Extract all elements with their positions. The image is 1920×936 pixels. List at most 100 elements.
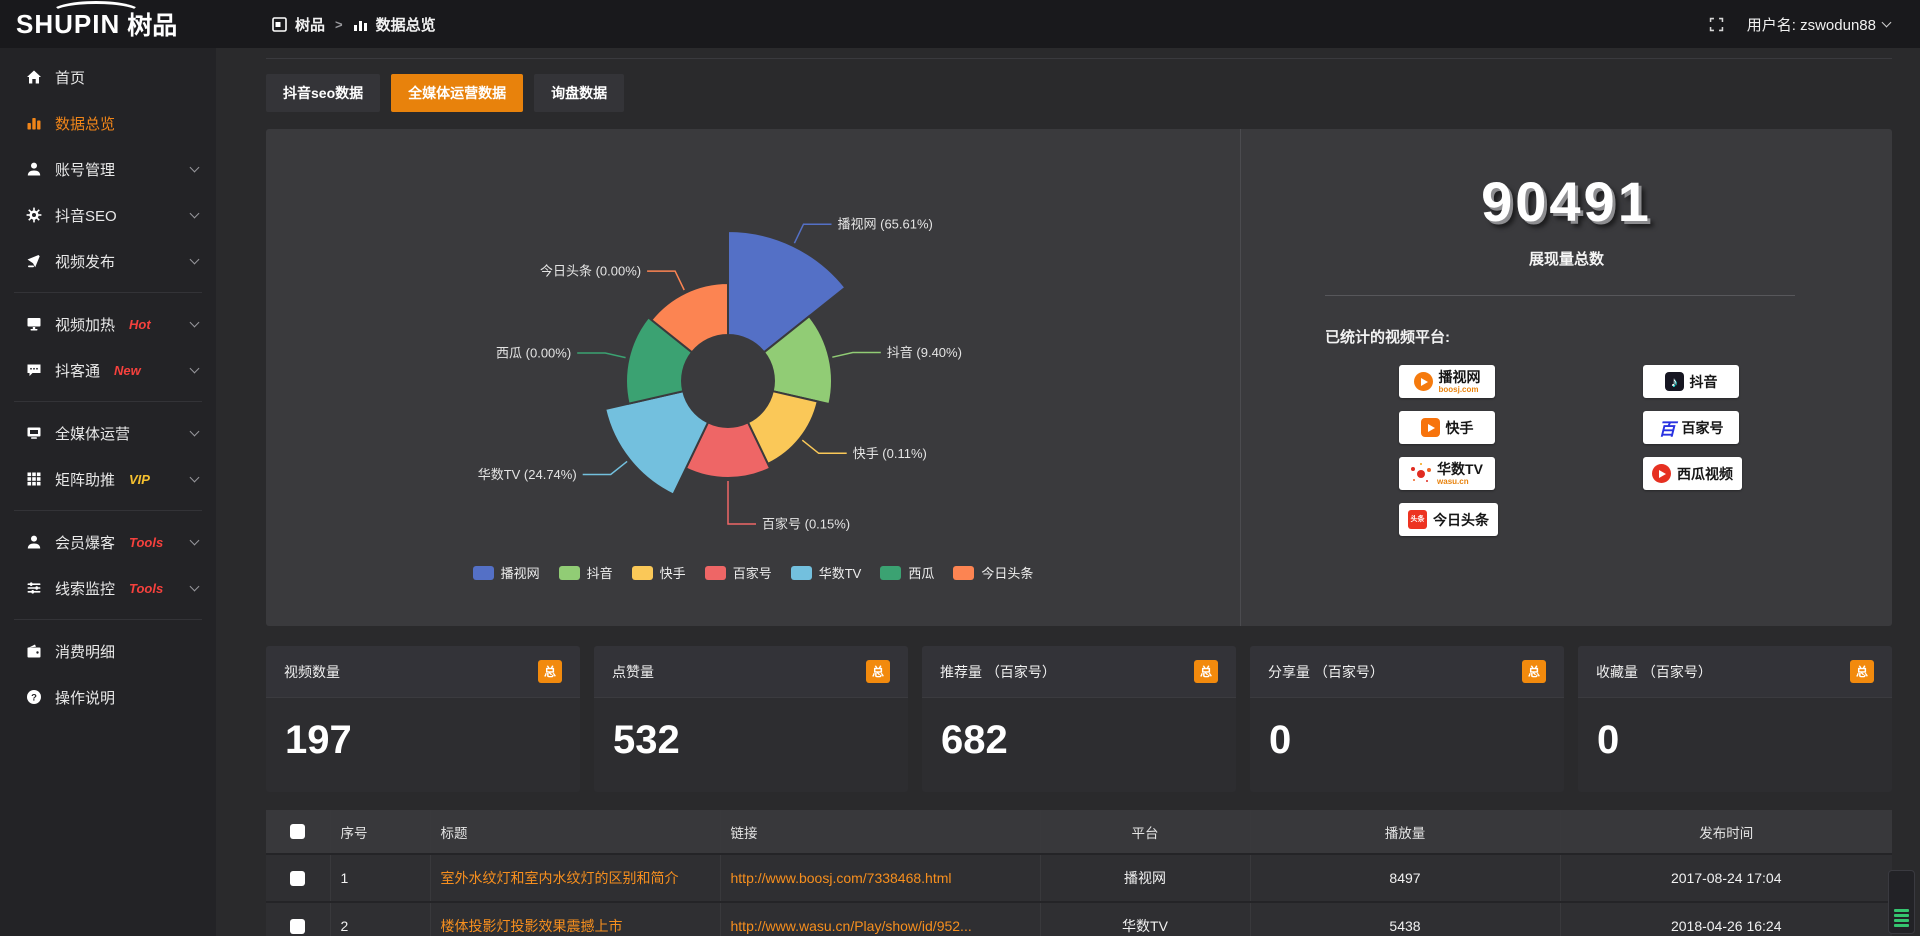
sidebar-item-label: 抖音SEO — [55, 207, 117, 225]
green-bar-icon — [1894, 909, 1909, 912]
pie-label: 华数TV (24.74%) — [478, 467, 577, 482]
screen-icon — [25, 316, 42, 333]
stat-card-title: 收藏量 （百家号） — [1596, 663, 1712, 680]
total-badge[interactable]: 总 — [1521, 660, 1546, 683]
cell-index: 2 — [330, 902, 431, 936]
video-title-link[interactable]: 室外水纹灯和室内水纹灯的区别和简介 — [440, 870, 679, 886]
video-title-link[interactable]: 楼体投影灯投影效果震撼上市 — [440, 918, 623, 934]
legend-swatch — [631, 565, 653, 580]
sidebar-item-label: 线索监控 — [55, 580, 116, 598]
legend-item[interactable]: 抖音 — [558, 563, 613, 582]
sidebar-item-data-overview[interactable]: 数据总览 — [0, 100, 216, 146]
sidebar-item-account-management[interactable]: 账号管理 — [0, 146, 216, 192]
monitor-icon — [25, 425, 42, 442]
sidebar-item-doketong[interactable]: 抖客通 New — [0, 347, 216, 393]
platform-name: 华数TV — [1437, 460, 1483, 477]
header-divider — [266, 58, 1892, 59]
sidebar-item-douyin-seo[interactable]: 抖音SEO — [0, 192, 216, 238]
sidebar-item-label: 会员爆客 — [55, 534, 116, 552]
legend-item[interactable]: 西瓜 — [880, 563, 934, 582]
select-all-checkbox[interactable] — [290, 824, 306, 840]
videos-table: 序号 标题 链接 平台 播放量 发布时间 1 室外水纹灯和室内水纹灯的区别和简介… — [266, 810, 1892, 936]
total-badge[interactable]: 总 — [865, 660, 890, 683]
sidebar-item-video-publish[interactable]: 视频发布 — [0, 238, 216, 284]
pie-slice-抖音[interactable] — [762, 314, 833, 406]
breadcrumb: 树品 > 数据总览 — [272, 14, 436, 35]
video-url-link[interactable]: http://www.wasu.cn/Play/show/id/952... — [730, 918, 972, 934]
stat-card-title: 点赞量 — [612, 663, 654, 680]
stat-card-recommendations: 推荐量 （百家号） 总 682 — [922, 646, 1236, 792]
legend-item[interactable]: 百家号 — [704, 563, 772, 582]
sidebar-divider — [14, 619, 202, 620]
platform-subtext: boosj.com — [1438, 384, 1479, 394]
sidebar-item-video-heat[interactable]: 视频加热 Hot — [0, 301, 216, 347]
total-badge[interactable]: 总 — [1193, 660, 1218, 683]
summary-divider — [1325, 295, 1795, 296]
fullscreen-icon[interactable] — [1708, 16, 1725, 33]
breadcrumb-root[interactable]: 树品 — [295, 16, 326, 34]
legend-label: 华数TV — [818, 566, 862, 581]
hot-badge: Hot — [129, 316, 151, 332]
sidebar-item-matrix-boost[interactable]: 矩阵助推 VIP — [0, 456, 216, 502]
sidebar-divider — [14, 292, 202, 293]
breadcrumb-current[interactable]: 数据总览 — [375, 16, 436, 34]
pie-slice-播视网[interactable] — [727, 229, 847, 354]
stat-card-title: 视频数量 — [284, 663, 340, 680]
sidebar-item-home[interactable]: 首页 — [0, 54, 216, 100]
platform-badge-wasu: 华数TV wasu.cn — [1399, 457, 1495, 490]
douyin-logo-icon: ♪ — [1664, 372, 1684, 391]
total-badge[interactable]: 总 — [1849, 660, 1874, 683]
column-header-link: 链接 — [720, 810, 1041, 854]
sidebar-divider — [14, 510, 202, 511]
platform-badge-kuaishou: 快手 — [1399, 411, 1495, 444]
tab-douyin-seo-data[interactable]: 抖音seo数据 — [266, 74, 381, 112]
platform-badge-baijiahao: 百 百家号 — [1643, 411, 1739, 444]
sidebar-item-label: 全媒体运营 — [55, 425, 131, 443]
legend-item[interactable]: 播视网 — [472, 563, 540, 582]
platform-name: 今日头条 — [1433, 511, 1489, 528]
cell-platform: 华数TV — [1040, 902, 1251, 936]
stat-card-likes: 点赞量 总 532 — [594, 646, 908, 792]
pie-slice-今日头条[interactable] — [649, 281, 729, 354]
row-checkbox[interactable] — [290, 919, 306, 935]
pie-slice-华数TV[interactable] — [604, 390, 710, 496]
pie-label: 抖音 (9.40%) — [887, 345, 962, 360]
total-badge[interactable]: 总 — [537, 660, 562, 683]
pie-slice-西瓜[interactable] — [625, 315, 694, 405]
table-row: 1 室外水纹灯和室内水纹灯的区别和简介 http://www.boosj.com… — [266, 854, 1892, 902]
stat-card-title: 分享量 （百家号） — [1268, 663, 1384, 680]
platforms-title: 已统计的视频平台: — [1325, 329, 1450, 346]
vip-badge: VIP — [129, 471, 150, 487]
tab-omnimedia-operation-data[interactable]: 全媒体运营数据 — [391, 74, 524, 112]
pie-label-line — [793, 223, 832, 244]
floating-stats-widget[interactable] — [1888, 870, 1915, 934]
tab-inquiry-data[interactable]: 询盘数据 — [534, 74, 625, 112]
platforms-grid: 播视网 boosj.com ♪ 抖音 快手 百 百家号 华数TV wasu.cn — [1399, 365, 1892, 536]
legend-item[interactable]: 快手 — [631, 563, 686, 582]
wallet-icon — [25, 643, 42, 660]
stat-card-value: 0 — [1597, 718, 1620, 762]
legend-item[interactable]: 华数TV — [790, 563, 862, 582]
sidebar-item-omnimedia-operation[interactable]: 全媒体运营 — [0, 410, 216, 456]
sidebar-item-label: 账号管理 — [55, 161, 116, 179]
sidebar-item-label: 首页 — [55, 69, 86, 87]
sidebar-item-lead-monitoring[interactable]: 线索监控 Tools — [0, 565, 216, 611]
platform-name: 百家号 — [1681, 419, 1724, 436]
breadcrumb-separator: > — [335, 16, 343, 32]
app-logo[interactable]: SHUPIN 树品 — [0, 0, 216, 48]
app-window-icon — [272, 16, 287, 32]
stat-card-video-count: 视频数量 总 197 — [266, 646, 580, 792]
pie-label: 百家号 (0.15%) — [762, 517, 850, 532]
legend-item[interactable]: 今日头条 — [953, 563, 1033, 582]
stat-card-favorites: 收藏量 （百家号） 总 0 — [1578, 646, 1892, 792]
sidebar-item-consumption-details[interactable]: 消费明细 — [0, 628, 216, 674]
stat-card-title: 推荐量 （百家号） — [940, 663, 1056, 680]
stat-card-value: 197 — [285, 718, 352, 762]
user-menu[interactable]: 用户名: zswodun88 — [1747, 14, 1892, 35]
video-url-link[interactable]: http://www.boosj.com/7338468.html — [730, 870, 952, 886]
row-checkbox[interactable] — [290, 871, 306, 887]
sidebar-item-instructions[interactable]: ? 操作说明 — [0, 674, 216, 720]
tab-bar: 抖音seo数据 全媒体运营数据 询盘数据 — [266, 74, 1892, 112]
chevron-down-icon — [189, 581, 200, 592]
sidebar-item-member-baoke[interactable]: 会员爆客 Tools — [0, 519, 216, 565]
